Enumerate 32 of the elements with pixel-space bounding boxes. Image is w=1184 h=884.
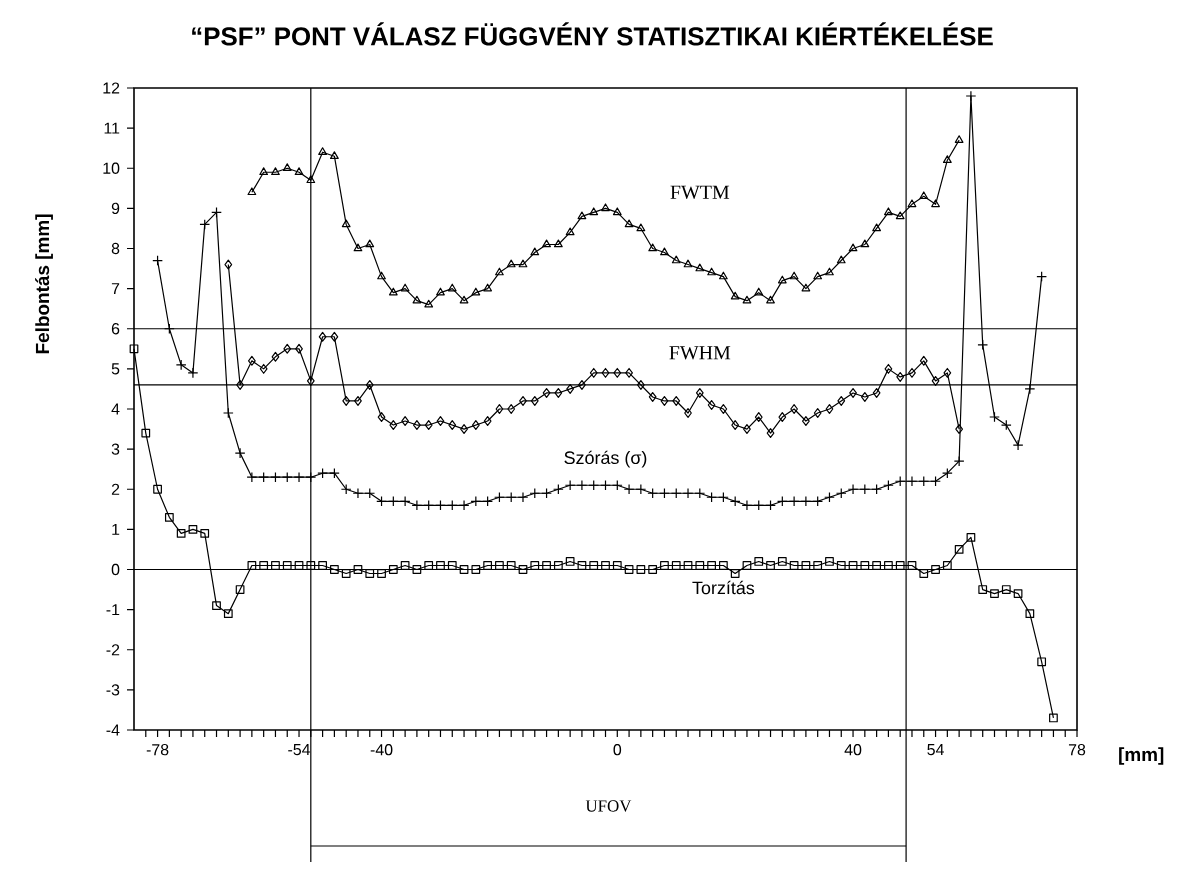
y-tick-label: 0 xyxy=(111,563,120,576)
y-tick-label: 8 xyxy=(111,242,120,255)
y-tick-label: 12 xyxy=(103,82,120,94)
x-tick-label: 78 xyxy=(1068,744,1086,756)
y-tick-label: 5 xyxy=(111,363,120,375)
x-tick-label: 0 xyxy=(613,744,622,756)
y-axis-title: Felbontás [mm] xyxy=(35,214,53,354)
series-label: Torzítás xyxy=(692,580,755,595)
y-tick-label: -2 xyxy=(106,644,120,656)
text: UFOV xyxy=(585,800,632,812)
y-tick-label: 11 xyxy=(104,122,120,134)
y-tick-label: -3 xyxy=(106,684,120,696)
y-tick-label: 2 xyxy=(111,483,120,495)
series-label: Szórás (σ) xyxy=(564,450,647,468)
y-tick-label: 6 xyxy=(111,323,120,335)
x-tick-label: -40 xyxy=(370,744,393,756)
series-label: FWHM xyxy=(669,346,731,360)
x-tick-label: -54 xyxy=(288,744,311,756)
x-tick-label: 40 xyxy=(844,744,862,756)
y-tick-label: -4 xyxy=(106,724,120,736)
y-tick-label: 10 xyxy=(103,162,120,174)
y-tick-label: 7 xyxy=(111,283,120,295)
x-tick-label: -78 xyxy=(146,744,169,756)
y-tick-label: 4 xyxy=(111,403,120,415)
chart-title: “PSF” PONT VÁLASZ FÜGGVÉNY STATISZTIKAI KIÉRTÉKELÉSE xyxy=(192,22,993,46)
y-tick-label: 9 xyxy=(111,202,120,215)
x-tick-label: 54 xyxy=(927,744,944,756)
series-label: FWTM xyxy=(670,185,730,200)
y-tick-label: 3 xyxy=(111,443,120,455)
x-axis-title: [mm] xyxy=(1119,747,1164,765)
y-tick-label: 1 xyxy=(112,523,120,535)
y-tick-label: -1 xyxy=(106,604,120,616)
